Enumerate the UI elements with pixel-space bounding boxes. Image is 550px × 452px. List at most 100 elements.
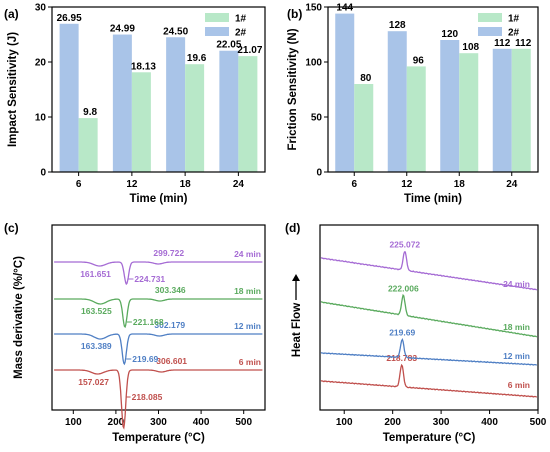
trace-12-min bbox=[54, 333, 263, 366]
series-label: 6 min bbox=[508, 380, 530, 390]
bar-panel-a: 26.95 9.8 6 24.99 18.13 12 24.50 19.6 18 22.0521.… bbox=[4, 3, 266, 205]
x-axis-label: Time (min) bbox=[404, 193, 462, 205]
trace-18-min bbox=[54, 298, 263, 329]
axes-frame bbox=[51, 6, 266, 173]
peak-label: 303.346 bbox=[155, 285, 186, 295]
x-tick-label: 200 bbox=[384, 417, 401, 428]
series-label: 24 min bbox=[234, 249, 261, 259]
peak-label: 222.006 bbox=[388, 283, 419, 293]
peak-label: 302.179 bbox=[154, 320, 185, 330]
x-tick-label: 100 bbox=[336, 417, 353, 428]
series-label: 18 min bbox=[503, 322, 530, 332]
panel-label: (b) bbox=[287, 7, 302, 21]
peak-label: 161.651 bbox=[80, 269, 111, 279]
peak-label: 218.085 bbox=[132, 392, 163, 402]
x-tick-label: 24 bbox=[233, 179, 245, 190]
y-axis-label: Friction Sensitivity (N) bbox=[287, 28, 299, 150]
bar-1-24 bbox=[511, 48, 531, 172]
bar-2-12 bbox=[112, 34, 132, 173]
trace-24-min bbox=[320, 251, 538, 291]
bar-1-12 bbox=[406, 66, 426, 172]
y-tick-label: 0 bbox=[40, 168, 46, 179]
y-tick-label: 100 bbox=[305, 58, 322, 69]
x-tick-label: 300 bbox=[433, 417, 450, 428]
trace-6-min bbox=[54, 369, 263, 430]
value-label: 144 bbox=[336, 3, 353, 14]
bar-2-6 bbox=[335, 13, 355, 172]
line-panel-d: 100 200 300 400 500 Temperature (°C) (d) Heat F… bbox=[285, 221, 547, 444]
peak-label: 219.69 bbox=[132, 354, 158, 364]
y-axis-label: Heat Flow bbox=[291, 303, 303, 357]
x-tick-label: 12 bbox=[401, 179, 413, 190]
x-tick-label: 12 bbox=[126, 179, 138, 190]
bar-1-18 bbox=[459, 53, 479, 173]
bar-2-18 bbox=[166, 37, 186, 172]
legend-swatch bbox=[478, 13, 502, 22]
value-label: 120 bbox=[441, 29, 458, 40]
panel-label: (d) bbox=[285, 221, 300, 235]
x-tick-label: 18 bbox=[454, 179, 466, 190]
panel-label: (a) bbox=[4, 7, 19, 21]
value-label: 22.05 bbox=[216, 40, 241, 51]
x-tick-label: 500 bbox=[530, 417, 547, 428]
peak-label: 299.722 bbox=[153, 248, 184, 258]
y-tick-label: 150 bbox=[305, 3, 322, 14]
peak-label: 163.525 bbox=[81, 306, 112, 316]
legend-label: 1# bbox=[235, 14, 247, 25]
bar-1-24 bbox=[238, 56, 258, 172]
trace-18-min bbox=[320, 293, 538, 338]
legend-label: 2# bbox=[508, 28, 520, 39]
value-label: 128 bbox=[389, 20, 406, 31]
trace-6-min bbox=[320, 363, 538, 398]
heat-flow-arrowhead bbox=[292, 274, 300, 281]
peak-label: 224.731 bbox=[134, 274, 165, 284]
trace-24-min bbox=[54, 261, 263, 286]
peak-label: 221.168 bbox=[133, 317, 164, 327]
value-label: 108 bbox=[462, 42, 479, 53]
bar-panel-b: 144 80 6 128 96 12 120 108 18 112 112 24 0 50 100 150 Ti… bbox=[287, 3, 539, 205]
value-label: 19.6 bbox=[187, 53, 207, 64]
peak-label: 306.601 bbox=[156, 356, 187, 366]
value-label: 18.13 bbox=[131, 61, 156, 72]
panel-label: (c) bbox=[4, 221, 19, 235]
bar-2-18 bbox=[440, 40, 460, 172]
legend-label: 2# bbox=[235, 28, 247, 39]
bar-1-18 bbox=[185, 64, 205, 172]
x-tick-label: 500 bbox=[235, 417, 252, 428]
value-label: 112 bbox=[515, 38, 532, 49]
legend-label: 1# bbox=[508, 14, 520, 25]
value-label: 112 bbox=[494, 38, 511, 49]
legend-swatch bbox=[205, 13, 229, 22]
y-tick-label: 10 bbox=[35, 113, 47, 124]
y-tick-label: 50 bbox=[311, 113, 323, 124]
value-label: 80 bbox=[360, 73, 372, 84]
value-label: 24.50 bbox=[163, 26, 188, 37]
y-axis-label: Impact Sensitivity (J) bbox=[7, 32, 19, 147]
x-tick-label: 200 bbox=[108, 417, 125, 428]
line-panel-c: 100 200 300 400 500 Temperature (°C) (c) Mass d… bbox=[4, 221, 266, 444]
y-tick-label: 30 bbox=[35, 3, 47, 14]
value-label: 9.8 bbox=[83, 107, 97, 118]
series-label: 18 min bbox=[234, 286, 261, 296]
y-axis-label: Mass derivative (%/°C) bbox=[13, 256, 25, 379]
bar-2-24 bbox=[492, 48, 512, 172]
x-axis-label: Temperature (°C) bbox=[383, 432, 476, 444]
y-tick-label: 0 bbox=[316, 168, 322, 179]
x-tick-label: 18 bbox=[180, 179, 192, 190]
peak-label: 218.783 bbox=[386, 353, 417, 363]
x-axis-label: Time (min) bbox=[130, 193, 188, 205]
bar-2-12 bbox=[387, 31, 407, 173]
x-tick-label: 6 bbox=[76, 179, 82, 190]
legend-swatch bbox=[478, 27, 502, 36]
x-tick-label: 400 bbox=[481, 417, 498, 428]
x-tick-label: 6 bbox=[351, 179, 357, 190]
bar-2-24 bbox=[219, 50, 239, 172]
value-label: 24.99 bbox=[110, 24, 135, 35]
series-label: 12 min bbox=[503, 351, 530, 361]
peak-label: 225.072 bbox=[389, 239, 420, 249]
x-tick-label: 300 bbox=[150, 417, 167, 428]
bar-2-6 bbox=[59, 23, 79, 173]
bar-1-6 bbox=[354, 84, 374, 172]
x-tick-label: 24 bbox=[506, 179, 518, 190]
x-tick-label: 100 bbox=[65, 417, 82, 428]
